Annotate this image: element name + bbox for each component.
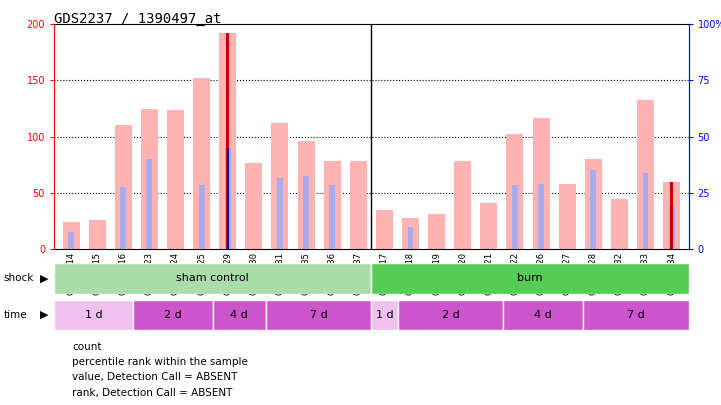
Bar [583,300,689,330]
Bar [213,300,265,330]
Text: 4 d: 4 d [230,310,248,320]
Text: ▶: ▶ [40,273,48,283]
Text: 7 d: 7 d [309,310,327,320]
Bar [671,207,673,249]
Bar [611,198,628,249]
Bar [226,33,229,249]
Text: 4 d: 4 d [534,310,552,320]
Bar [663,181,680,249]
Text: percentile rank within the sample: percentile rank within the sample [72,357,248,367]
Text: 1 d: 1 d [376,310,394,320]
Bar [668,207,675,249]
Bar [329,185,335,249]
Bar [141,109,158,249]
Bar [54,300,133,330]
Bar [670,181,673,249]
Bar [533,117,549,249]
Text: time: time [4,310,27,320]
Bar [54,263,371,294]
Bar [350,162,367,249]
Bar [454,162,472,249]
Text: 2 d: 2 d [164,310,182,320]
Text: sham control: sham control [177,273,249,283]
Bar [115,126,132,249]
Bar [146,159,152,249]
Bar [585,159,602,249]
Bar [371,300,398,330]
Bar [68,232,74,249]
Bar [225,148,231,249]
Bar [277,178,283,249]
Bar [590,171,596,249]
Bar [371,263,689,294]
Bar [503,300,583,330]
Bar [402,217,419,249]
Text: count: count [72,342,102,352]
Bar [376,210,393,249]
Bar [271,123,288,249]
Bar [538,184,544,249]
Bar [245,162,262,249]
Text: rank, Detection Call = ABSENT: rank, Detection Call = ABSENT [72,388,232,398]
Text: shock: shock [4,273,34,283]
Bar [324,162,340,249]
Text: ▶: ▶ [40,310,48,320]
Bar [265,300,371,330]
Text: 2 d: 2 d [442,310,459,320]
Bar [480,203,497,249]
Bar [198,185,205,249]
Bar [559,184,575,249]
Bar [89,220,106,249]
Bar [133,300,213,330]
Bar [298,141,314,249]
Text: GDS2237 / 1390497_at: GDS2237 / 1390497_at [54,12,221,26]
Bar [193,78,210,249]
Text: 1 d: 1 d [85,310,102,320]
Bar [120,187,126,249]
Bar [63,222,79,249]
Bar [512,185,518,249]
Text: 7 d: 7 d [627,310,645,320]
Bar [506,134,523,249]
Bar [407,227,413,249]
Bar [167,110,184,249]
Text: value, Detection Call = ABSENT: value, Detection Call = ABSENT [72,373,237,382]
Bar [303,176,309,249]
Bar [398,300,503,330]
Bar [428,214,445,249]
Bar [219,33,236,249]
Bar [637,100,654,249]
Bar [642,173,648,249]
Bar [227,148,229,249]
Text: burn: burn [517,273,543,283]
